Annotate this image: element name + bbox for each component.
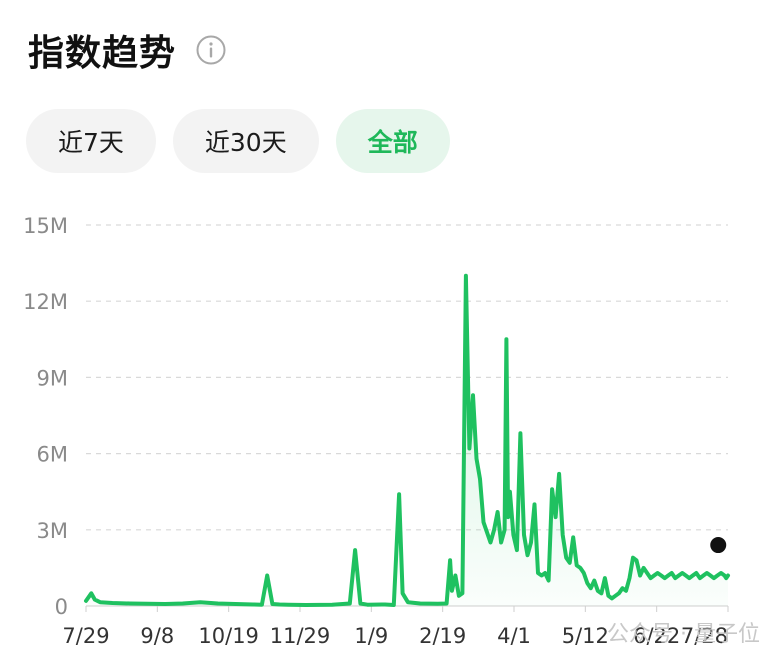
x-tick-label: 7/28	[681, 624, 728, 648]
series-layer	[84, 273, 730, 607]
trend-chart: 0 3M 6M 9M 12M 15M 7/29 9/8 10/19 11/29 1/9 2/19 4/…	[23, 214, 730, 648]
y-axis-ticks: 0 3M 6M 9M 12M 15M	[23, 214, 68, 619]
x-tick-label: 9/8	[140, 624, 174, 648]
grid	[86, 224, 728, 607]
y-tick-label: 12M	[23, 290, 68, 314]
series-line	[84, 273, 730, 607]
page-title: 指数趋势	[28, 33, 177, 74]
range-tabs: 近7天 近30天 全部	[26, 109, 450, 173]
x-tick-label: 7/29	[62, 624, 109, 648]
info-circle-icon[interactable]	[196, 35, 226, 65]
x-tick-label: 11/29	[270, 624, 331, 648]
x-axis-ticks: 7/29 9/8 10/19 11/29 1/9 2/19 4/1 5/12 6/22 7/28	[62, 606, 729, 648]
tab-30-days[interactable]: 近30天	[172, 109, 319, 173]
x-tick-label: 10/19	[198, 624, 259, 648]
y-tick-label: 15M	[23, 214, 68, 238]
watermark: 公众号 · 量子位	[607, 622, 760, 647]
x-tick-label: 5/12	[562, 624, 609, 648]
x-tick-label: 1/9	[354, 624, 388, 648]
y-tick-label: 0	[55, 595, 68, 619]
latest-point-marker[interactable]	[710, 537, 727, 554]
header: 指数趋势	[28, 24, 226, 76]
tab-all[interactable]: 全部	[335, 109, 450, 173]
y-tick-label: 6M	[37, 443, 68, 467]
tab-7-days[interactable]: 近7天	[26, 109, 156, 173]
x-tick-label: 6/22	[633, 624, 680, 648]
x-tick-label: 4/1	[497, 624, 531, 648]
x-tick-label: 2/19	[419, 624, 466, 648]
y-tick-label: 9M	[37, 366, 68, 390]
y-tick-label: 3M	[37, 519, 68, 543]
